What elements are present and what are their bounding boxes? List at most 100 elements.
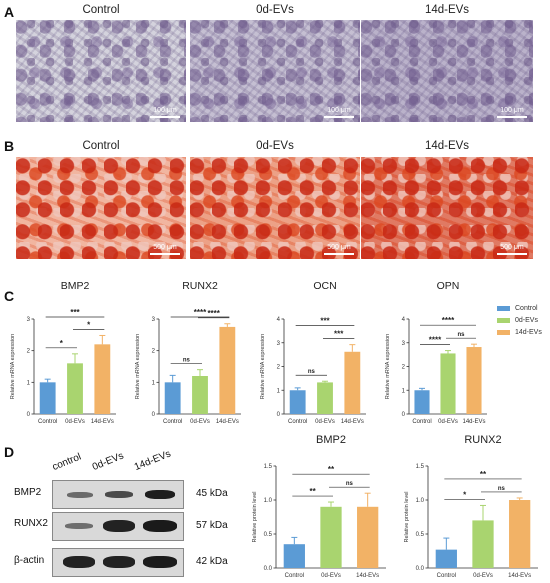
- blot-band: [105, 491, 133, 498]
- scale-bar: 100 μm: [324, 107, 354, 118]
- bar-control: [164, 382, 181, 414]
- lane-label-14d-evs: 14d-EVs: [132, 448, 173, 473]
- bar-14d-evs: [509, 500, 531, 568]
- y-tick-label: 3: [27, 317, 31, 323]
- legend-swatch: [497, 306, 510, 311]
- bar-14d-evs: [357, 506, 379, 568]
- ars-stain-image-14d-evs: 500 μm: [361, 157, 533, 259]
- significance-label: **: [480, 470, 487, 479]
- y-tick-label: 1: [27, 380, 31, 386]
- blot-band: [145, 490, 175, 499]
- bar-0d-evs: [440, 353, 456, 414]
- bar-control: [289, 390, 306, 414]
- panel-b-title-14d: 14d-EVs: [424, 140, 470, 152]
- kda-label-beta-actin: 42 kDa: [196, 556, 228, 567]
- x-tick-label: Control: [437, 573, 456, 579]
- y-tick-label: 0.5: [264, 532, 273, 538]
- y-tick-label: 4: [277, 317, 281, 323]
- panel-letter-d: D: [4, 444, 15, 460]
- x-tick-label: Control: [38, 419, 57, 425]
- opn-mrna-chart: OPN Relative mRNA expression 0 1 2 3 4 Control 0…: [385, 280, 487, 425]
- x-tick-label: 14d-EVs: [341, 419, 364, 425]
- panel-a-title-control: Control: [82, 4, 120, 16]
- significance-label: ns: [308, 369, 316, 375]
- panel-letter-c: C: [4, 288, 15, 304]
- x-tick-label: 0d-EVs: [473, 573, 493, 579]
- y-tick-label: 2: [277, 365, 281, 371]
- western-blot-bmp2: [52, 480, 184, 509]
- blot-band: [63, 556, 95, 568]
- significance-label: ****: [207, 309, 220, 318]
- chart-title: RUNX2: [182, 280, 218, 292]
- significance-label: ns: [457, 332, 465, 338]
- ars-stain-image-0d-evs: 500 μm: [190, 157, 360, 259]
- significance-label: **: [310, 487, 317, 496]
- western-blot-beta-actin: [52, 548, 184, 577]
- blot-band: [103, 556, 135, 568]
- y-axis-label: Relative mRNA expression: [135, 334, 141, 399]
- legend-item-0d-evs: 0d-EVs: [497, 317, 542, 324]
- y-tick-label: 1: [277, 388, 281, 394]
- bmp2-mrna-chart: BMP2 Relative mRNA expression 0 1 2 3 Control 0…: [10, 280, 116, 425]
- legend-item-control: Control: [497, 305, 542, 312]
- x-tick-label: Control: [412, 419, 431, 425]
- bar-0d-evs: [192, 376, 208, 414]
- runx2-protein-chart: RUNX2 Relative protein level 0.0 0.5 1.0 1.5 C…: [404, 434, 538, 579]
- runx2-mrna-chart: RUNX2 Relative mRNA expression 0 1 2 3 Control…: [135, 280, 241, 425]
- kda-label-runx2: 57 kDa: [196, 520, 228, 531]
- blot-label-bmp2: BMP2: [14, 487, 42, 498]
- significance-label: ***: [320, 317, 330, 326]
- y-tick-label: 0: [27, 412, 31, 418]
- x-tick-label: 14d-EVs: [356, 573, 379, 579]
- significance-label: *: [60, 339, 64, 348]
- kda-label-bmp2: 45 kDa: [196, 488, 228, 499]
- bar-14d-evs: [94, 344, 111, 414]
- y-tick-label: 1: [152, 380, 156, 386]
- y-tick-label: 0: [277, 412, 281, 418]
- bar-control: [39, 382, 56, 414]
- bar-14d-evs: [466, 347, 482, 414]
- bar-14d-evs: [344, 351, 361, 414]
- y-axis-label: Relative mRNA expression: [385, 334, 391, 399]
- x-tick-label: 0d-EVs: [65, 419, 85, 425]
- panel-b-title-control: Control: [82, 140, 120, 152]
- panel-a-title-14d: 14d-EVs: [424, 4, 470, 16]
- ars-stain-image-control: 500 μm: [16, 157, 186, 259]
- chart-title: BMP2: [316, 434, 346, 446]
- bar-control: [435, 549, 457, 568]
- y-tick-label: 1.5: [416, 464, 425, 470]
- scale-bar: 100 μm: [150, 107, 180, 118]
- chart-legend: Control 0d-EVs 14d-EVs: [497, 305, 542, 341]
- y-axis-label: Relative protein level: [404, 491, 410, 542]
- legend-swatch: [497, 318, 510, 323]
- alp-stain-image-14d-evs: 100 μm: [361, 20, 533, 122]
- x-tick-label: 0d-EVs: [438, 419, 458, 425]
- x-tick-label: Control: [285, 573, 304, 579]
- x-tick-label: 14d-EVs: [462, 419, 485, 425]
- panel-b-title-0d: 0d-EVs: [256, 140, 294, 152]
- legend-swatch: [497, 330, 510, 335]
- bar-control: [414, 390, 430, 414]
- y-tick-label: 0.5: [416, 532, 425, 538]
- x-tick-label: Control: [288, 419, 307, 425]
- scale-bar: 500 μm: [150, 244, 180, 255]
- panel-letter-a: A: [4, 4, 15, 20]
- bmp2-protein-chart: BMP2 Relative protein level 0.0 0.5 1.0 1.5 Co…: [252, 434, 386, 579]
- y-tick-label: 1.0: [264, 498, 273, 504]
- significance-label: ****: [429, 336, 442, 345]
- scale-bar: 100 μm: [497, 107, 527, 118]
- significance-label: ****: [442, 316, 455, 325]
- lane-label-0d-evs: 0d-EVs: [90, 450, 126, 473]
- alp-stain-image-0d-evs: 100 μm: [190, 20, 360, 122]
- western-blot-runx2: [52, 512, 184, 541]
- y-tick-label: 1: [402, 388, 406, 394]
- x-tick-label: 14d-EVs: [508, 573, 531, 579]
- significance-label: **: [328, 465, 335, 474]
- scale-bar: 500 μm: [324, 244, 354, 255]
- blot-band: [65, 523, 93, 529]
- y-tick-label: 0.0: [264, 566, 273, 572]
- blot-label-beta-actin: β-actin: [14, 555, 45, 566]
- legend-item-14d-evs: 14d-EVs: [497, 329, 542, 336]
- blot-band: [67, 492, 93, 498]
- chart-title: BMP2: [61, 280, 90, 292]
